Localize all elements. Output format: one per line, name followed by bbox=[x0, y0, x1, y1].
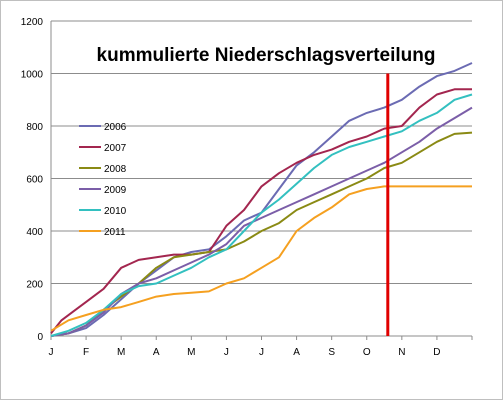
series-line-2011 bbox=[50, 185, 472, 332]
y-tick-label: 800 bbox=[26, 122, 43, 133]
legend-label-2007: 2007 bbox=[104, 143, 127, 154]
y-tick-label: 1000 bbox=[21, 70, 44, 81]
chart-title: kummulierte Niederschlagsverteilung bbox=[97, 45, 436, 66]
legend-label-2011: 2011 bbox=[104, 227, 126, 238]
x-tick-label: S bbox=[328, 347, 335, 358]
x-tick-label: M bbox=[187, 347, 195, 358]
series-lines bbox=[50, 62, 473, 337]
x-tick-label: N bbox=[398, 347, 405, 358]
legend-label-2006: 2006 bbox=[104, 122, 127, 133]
legend-label-2010: 2010 bbox=[104, 206, 127, 217]
series-line-2010 bbox=[50, 93, 473, 337]
x-tick-label: J bbox=[259, 347, 264, 358]
y-axis-ticks: 0 200 400 600 800 1000 1200 bbox=[21, 17, 44, 343]
y-tick-label: 400 bbox=[26, 227, 43, 238]
series-line-2009 bbox=[50, 106, 473, 337]
y-tick-label: 200 bbox=[26, 280, 43, 291]
series-line-2006 bbox=[50, 62, 473, 337]
x-tick-label: M bbox=[117, 347, 125, 358]
series-line-2007 bbox=[50, 88, 472, 335]
series-line-2008 bbox=[50, 131, 473, 337]
x-tick-label: A bbox=[153, 347, 160, 358]
x-tick-label: F bbox=[83, 347, 89, 358]
x-tick-label: O bbox=[363, 347, 371, 358]
legend-label-2009: 2009 bbox=[104, 185, 127, 196]
legend: 2006 2007 2008 2009 2010 2011 bbox=[79, 122, 127, 238]
x-tick-label: A bbox=[293, 347, 300, 358]
x-tick-label: D bbox=[433, 347, 440, 358]
legend-label-2008: 2008 bbox=[104, 164, 127, 175]
y-tick-label: 1200 bbox=[21, 17, 44, 28]
y-tick-label: 0 bbox=[37, 332, 43, 343]
x-tick-label: J bbox=[224, 347, 229, 358]
grid bbox=[51, 20, 472, 337]
y-tick-label: 600 bbox=[26, 175, 43, 186]
x-tick-label: J bbox=[49, 347, 54, 358]
